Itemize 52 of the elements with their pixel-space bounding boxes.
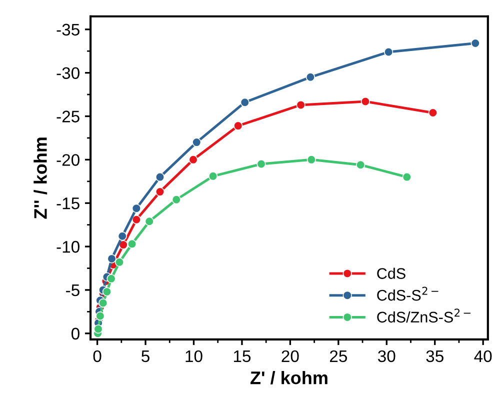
point	[360, 96, 370, 106]
point	[234, 121, 243, 130]
point	[208, 172, 218, 181]
y-tick-label: -30	[56, 67, 80, 80]
x-tick-label: 10	[186, 350, 202, 362]
x-tick-label: 25	[330, 350, 347, 362]
point	[296, 100, 306, 110]
point	[306, 72, 316, 82]
x-axis-title: Z' / kohm	[250, 370, 328, 384]
x-tick-label: 35	[426, 350, 444, 362]
point	[98, 298, 108, 308]
point	[155, 172, 165, 182]
legend-label: CdS/ZnS-S$^{2−}$	[377, 308, 471, 323]
point	[144, 216, 154, 226]
point	[114, 258, 124, 267]
y-axis-title: Z'' / kohm	[34, 138, 48, 219]
point	[132, 215, 142, 224]
x-tick-label: 40	[474, 350, 492, 362]
point	[470, 38, 480, 48]
point	[402, 172, 412, 182]
point	[356, 160, 366, 170]
point	[256, 159, 266, 169]
point	[107, 254, 116, 264]
point	[384, 47, 394, 57]
point	[192, 138, 202, 147]
point	[188, 155, 198, 164]
point	[428, 108, 438, 118]
y-tick-label: -35	[56, 24, 80, 36]
y-tick-label: -15	[56, 198, 80, 210]
point	[127, 239, 137, 249]
point	[240, 98, 250, 107]
point	[118, 232, 127, 241]
y-tick-label: -5	[66, 284, 80, 296]
legend-label: CdS	[377, 268, 406, 279]
point	[106, 274, 116, 284]
point	[102, 287, 112, 296]
y-tick-label: 0	[72, 328, 80, 340]
point	[155, 187, 165, 196]
x-tick-label: 30	[378, 350, 396, 362]
point	[132, 204, 142, 213]
x-tick-label: 20	[282, 350, 299, 362]
point	[94, 324, 103, 334]
x-tick-label: 15	[234, 350, 251, 362]
x-tick-label: 5	[142, 350, 150, 362]
y-tick-label: -10	[56, 240, 80, 253]
point	[172, 195, 181, 204]
y-tick-label: -25	[56, 110, 80, 122]
point	[96, 311, 105, 321]
x-tick-label: 0	[93, 350, 102, 362]
legend-label: CdS-S$^{2−}$	[377, 286, 438, 301]
point	[306, 155, 316, 164]
y-tick-label: -20	[56, 154, 80, 166]
